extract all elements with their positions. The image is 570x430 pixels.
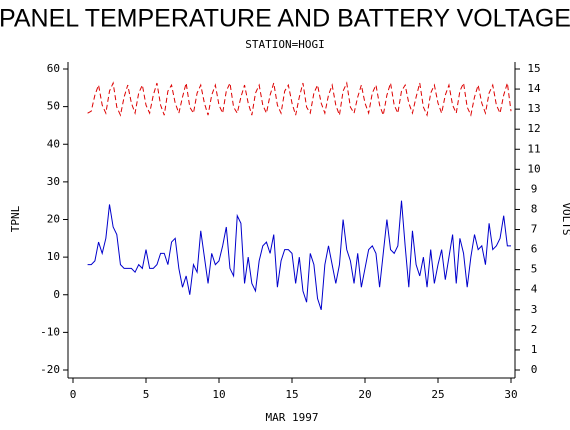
y-tick-label: 30 [47,175,60,188]
x-tick-label: 25 [431,388,444,401]
y2-tick-label: 7 [531,223,538,236]
y2-tick-label: 14 [527,82,541,95]
y2-tick-label: 2 [531,323,538,336]
data-line [87,200,511,310]
y-tick-label: 20 [47,213,60,226]
x-tick-label: 15 [285,388,298,401]
y2-tick-label: 0 [531,363,538,376]
y2-tick-label: 11 [527,142,540,155]
y2-tick-label: 12 [527,122,540,135]
y-tick-label: 40 [47,137,60,150]
x-tick-label: 10 [212,388,225,401]
y-axis-label: TPNL [9,205,22,232]
x-tick-label: 0 [70,388,77,401]
y2-tick-label: 1 [531,343,538,356]
y2-tick-label: 15 [527,62,540,75]
x-tick-label: 5 [143,388,150,401]
y2-tick-label: 8 [531,202,538,215]
x-tick-label: 20 [358,388,371,401]
y-tick-label: 10 [47,250,60,263]
y2-tick-label: 4 [531,283,538,296]
y2-tick-label: 6 [531,243,538,256]
y2-axis-label: VOLTS [560,202,570,235]
x-tick-label: 30 [504,388,517,401]
y2-tick-label: 9 [531,182,538,195]
y-tick-label: -20 [40,363,60,376]
y2-tick-label: 10 [527,162,540,175]
x-axis-label: MAR 1997 [266,411,319,424]
data-line [87,81,512,118]
y-tick-label: 50 [47,100,60,113]
y2-tick-label: 5 [531,263,538,276]
y-tick-label: -10 [40,325,60,338]
y-tick-label: 0 [53,288,60,301]
chart-title: PANEL TEMPERATURE AND BATTERY VOLTAGE [0,5,570,33]
y2-tick-label: 3 [531,303,538,316]
y-tick-label: 60 [47,62,60,75]
chart-subtitle: STATION=HOGI [245,38,324,51]
y2-tick-label: 13 [527,102,540,115]
